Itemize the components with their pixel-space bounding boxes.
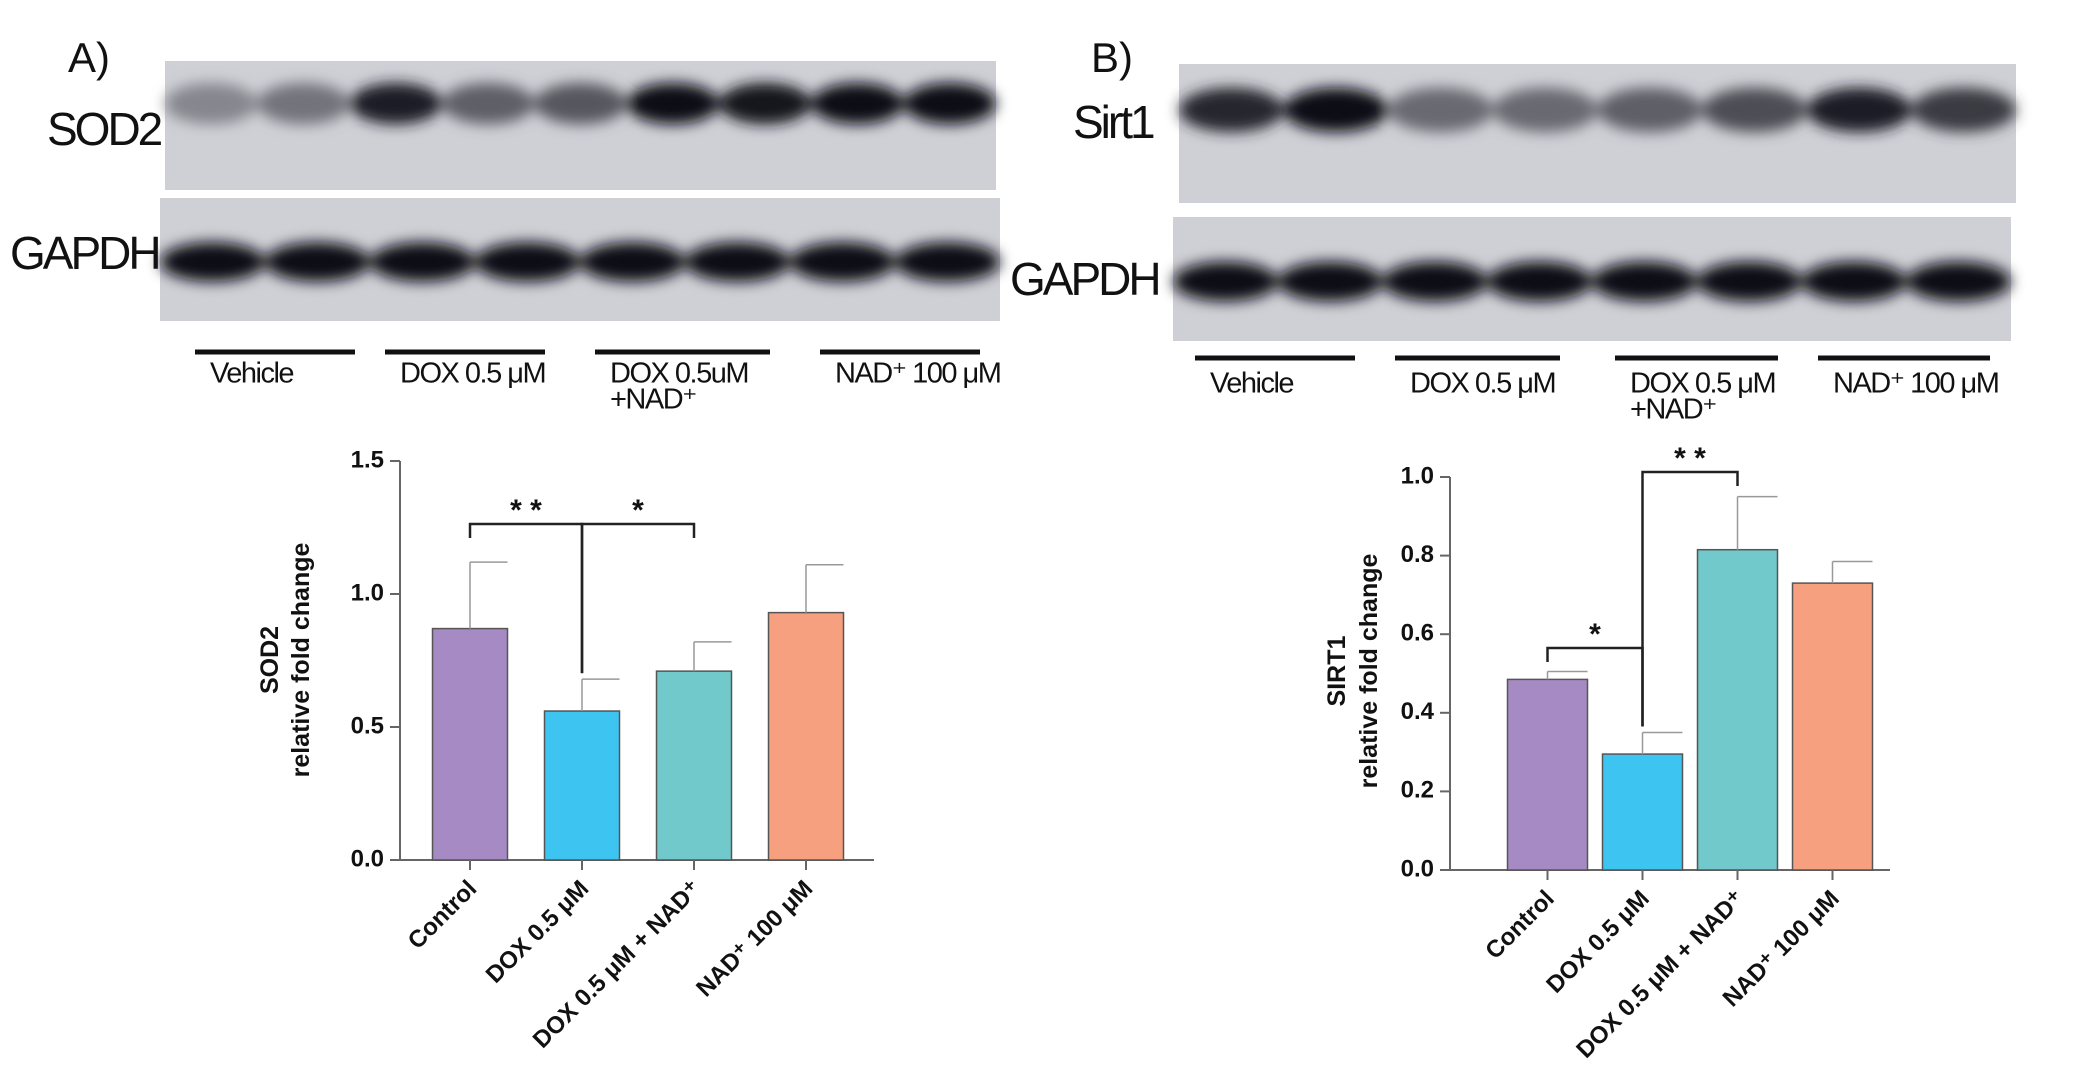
y-tick-label: 0.5 — [351, 712, 384, 739]
bar — [1601, 753, 1684, 871]
blot-band — [1382, 261, 1488, 302]
blot-row-label: SOD2 — [47, 103, 162, 155]
blot-band — [790, 242, 895, 282]
x-tick-label: Control — [403, 875, 482, 954]
blot-band — [580, 242, 685, 282]
blot-band — [811, 82, 904, 125]
error-bar — [1831, 560, 1873, 584]
blot-band — [442, 82, 535, 125]
x-tick-label: DOX 0.5 μM + NAD⁺ — [1571, 885, 1749, 1063]
group-label: +NAD⁺ — [1630, 394, 1716, 426]
significance-label: * — [632, 494, 644, 527]
y-tick-label: 0.8 — [1401, 541, 1434, 568]
significance-bracket — [580, 522, 696, 674]
blot-band — [626, 82, 719, 125]
blot-band — [1906, 261, 2011, 302]
y-tick-label: 0.4 — [1401, 698, 1435, 725]
group-label: DOX 0.5 μM — [1410, 368, 1555, 400]
blot-bands — [165, 82, 996, 125]
blot-band — [685, 242, 790, 282]
y-tick-label: 0.0 — [1401, 855, 1434, 882]
blot-band — [534, 82, 627, 125]
blot-band — [1911, 87, 2016, 133]
blot-band — [719, 82, 812, 125]
blot-band — [475, 242, 580, 282]
significance-label: * * — [510, 494, 542, 527]
bar — [655, 670, 733, 861]
error-bar — [1736, 495, 1778, 550]
blot-band — [1283, 87, 1389, 133]
blot-band — [1277, 261, 1383, 302]
y-tick-label: 0.6 — [1401, 620, 1434, 647]
group-label: NAD⁺ 100 μM — [1833, 368, 1998, 400]
error-bar — [1641, 731, 1683, 755]
y-tick-label: 1.0 — [1401, 462, 1434, 489]
x-tick-label: DOX 0.5 μM — [481, 875, 594, 988]
blot-band — [257, 82, 350, 125]
panel-label: A) — [68, 34, 110, 81]
y-axis-label: relative fold change — [1355, 554, 1383, 789]
group-label: Vehicle — [210, 358, 293, 390]
blot-background — [1179, 64, 2016, 203]
blot-band — [165, 82, 258, 125]
bar — [1506, 678, 1589, 871]
x-tick-label: NAD⁺ 100 μM — [691, 875, 818, 1002]
significance-label: * * — [1674, 442, 1706, 475]
error-bar — [693, 641, 732, 672]
error-bar — [581, 678, 620, 712]
blot-band — [1492, 87, 1598, 133]
bar — [543, 710, 621, 861]
blot-row-label: GAPDH — [10, 227, 159, 279]
blot-band — [1179, 87, 1284, 133]
blot-band — [1592, 261, 1697, 302]
blot-row-label: Sirt1 — [1073, 96, 1154, 148]
y-tick-label: 1.5 — [351, 446, 384, 473]
blot-bands — [1179, 87, 2016, 133]
x-tick-label: Control — [1480, 885, 1559, 964]
blot-band — [1487, 261, 1592, 302]
group-label: DOX 0.5uM — [610, 358, 748, 390]
bar — [1696, 548, 1779, 871]
error-bar — [805, 563, 844, 613]
blot-band — [903, 82, 996, 125]
blot-band — [1801, 261, 1907, 302]
blot-band — [160, 242, 265, 282]
blot-band — [1173, 261, 1278, 302]
y-axis-label: SIRT1 — [1323, 635, 1351, 706]
group-label: +NAD⁺ — [610, 384, 696, 416]
blot-band — [1388, 87, 1493, 133]
y-tick-label: 0.2 — [1401, 777, 1434, 804]
blot-band — [1702, 87, 1807, 133]
significance-label: * — [1589, 618, 1601, 651]
blot-band — [349, 82, 443, 125]
y-axis-label: SOD2 — [256, 626, 284, 694]
bar — [767, 611, 845, 861]
group-label: DOX 0.5 μM — [400, 358, 545, 390]
error-bar — [469, 561, 508, 629]
bar — [1791, 582, 1874, 871]
y-tick-label: 0.0 — [351, 845, 384, 872]
blot-bands — [160, 242, 1000, 282]
bar — [431, 627, 509, 861]
blot-band — [370, 242, 475, 282]
group-label: Vehicle — [1210, 368, 1293, 400]
blot-band — [1597, 87, 1703, 133]
y-axis-label: relative fold change — [287, 543, 315, 778]
blot-band — [895, 242, 1000, 282]
blot-row-label: GAPDH — [1010, 253, 1159, 305]
y-tick-label: 1.0 — [351, 579, 384, 606]
blot-bands — [1173, 261, 2011, 302]
significance-bracket — [1641, 470, 1739, 727]
error-bar — [1546, 670, 1588, 680]
group-label: DOX 0.5 μM — [1630, 368, 1775, 400]
blot-band — [265, 242, 370, 282]
blot-background — [165, 61, 996, 190]
blot-band — [1806, 87, 1912, 133]
panel-label: B) — [1091, 34, 1133, 81]
blot-band — [1696, 261, 1802, 302]
group-label: NAD⁺ 100 μM — [835, 358, 1000, 390]
